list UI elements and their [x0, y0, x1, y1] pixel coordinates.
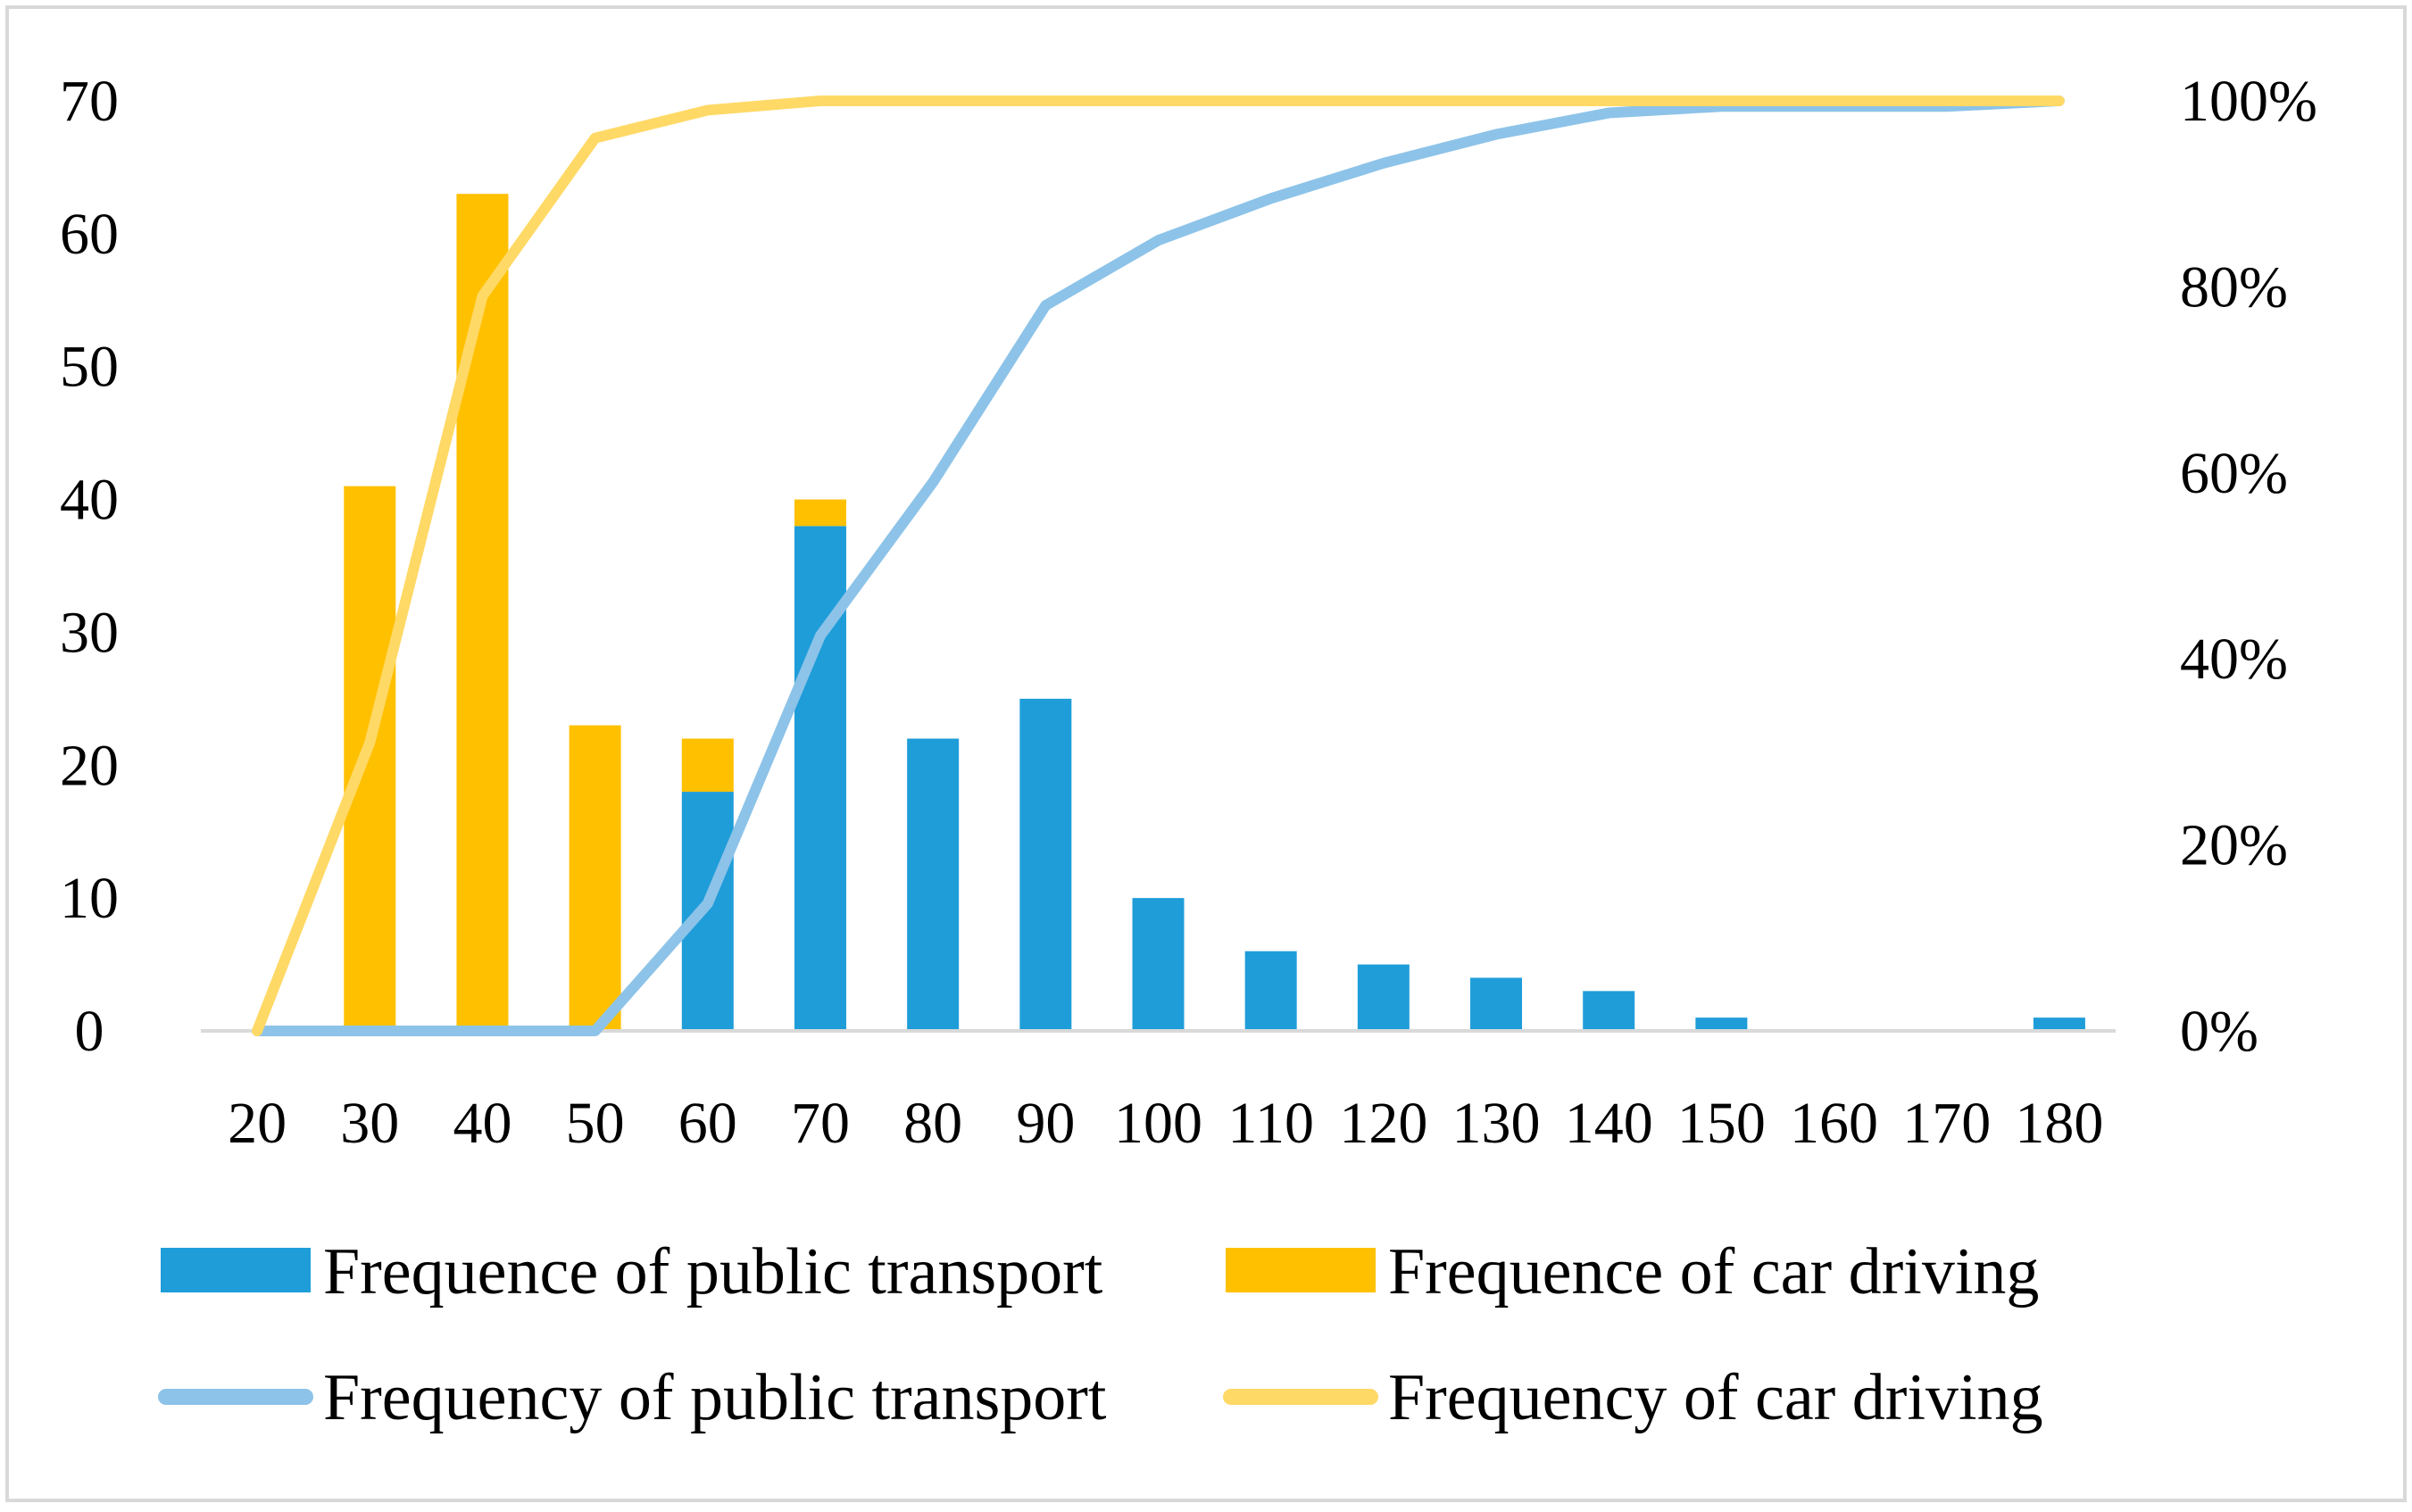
x-tick-label: 50	[566, 1091, 625, 1156]
x-tick-label: 180	[2015, 1091, 2103, 1156]
legend: Frequence of public transport Frequence …	[158, 1235, 2043, 1434]
y-tick-label: 50	[60, 335, 119, 400]
bar-frequence-of-public-transport-80[interactable]	[907, 738, 960, 1031]
bar-frequence-of-public-transport-100[interactable]	[1132, 898, 1185, 1031]
x-tick-label: 90	[1016, 1091, 1075, 1156]
chart-border	[5, 5, 2407, 1502]
bar-frequence-of-car-driving-50[interactable]	[569, 725, 621, 1031]
legend-swatch-car-driving-bars	[1226, 1248, 1376, 1292]
y2-tick-label: 100%	[2180, 69, 2317, 134]
x-tick-label: 120	[1339, 1091, 1427, 1156]
bar-frequence-of-public-transport-110[interactable]	[1244, 951, 1297, 1031]
legend-label-car-driving-line: Frequency of car driving	[1388, 1361, 2043, 1434]
y-tick-label: 30	[60, 600, 119, 665]
bar-frequence-of-car-driving-40[interactable]	[456, 194, 509, 1031]
x-tick-label: 70	[791, 1091, 850, 1156]
y2-tick-label: 80%	[2180, 254, 2288, 320]
y-tick-label: 0	[75, 999, 104, 1064]
y-axis-left: 0 10 20 30 40 50 60 70	[60, 69, 119, 1064]
bar-frequence-of-public-transport-90[interactable]	[1019, 698, 1072, 1031]
legend-item-car-driving-line[interactable]: Frequency of car driving	[1223, 1361, 2043, 1434]
y-tick-label: 10	[60, 866, 119, 931]
legend-item-public-transport-line[interactable]: Frequency of public transport	[158, 1361, 1107, 1434]
x-tick-label: 110	[1227, 1091, 1314, 1156]
y-tick-label: 20	[60, 733, 119, 798]
line-frequency-of-car-driving[interactable]	[252, 96, 2065, 1036]
bar-frequence-of-car-driving-70[interactable]	[794, 499, 846, 527]
y-tick-label: 60	[60, 202, 119, 267]
x-tick-label: 80	[903, 1091, 962, 1156]
line-frequency-of-public-transport[interactable]	[252, 96, 2065, 1036]
x-tick-label: 30	[340, 1091, 399, 1156]
legend-label-public-transport-bars: Frequence of public transport	[323, 1235, 1103, 1308]
y2-tick-label: 0%	[2180, 999, 2258, 1064]
bar-frequence-of-public-transport-150[interactable]	[1695, 1018, 1748, 1031]
bar-frequence-of-car-driving-30[interactable]	[344, 486, 396, 1031]
y2-tick-label: 40%	[2180, 627, 2288, 692]
x-axis: 20 30 40 50 60 70 80 90 100 110 120 130 140 150 160 170…	[228, 1091, 2103, 1156]
y-tick-label: 40	[60, 468, 119, 533]
y2-tick-label: 60%	[2180, 441, 2288, 506]
lines-layer	[252, 96, 2065, 1036]
x-tick-label: 40	[453, 1091, 512, 1156]
x-tick-label: 140	[1565, 1091, 1653, 1156]
x-tick-label: 20	[228, 1091, 287, 1156]
legend-label-public-transport-line: Frequency of public transport	[323, 1361, 1107, 1434]
x-tick-label: 150	[1677, 1091, 1766, 1156]
x-tick-label: 60	[678, 1091, 737, 1156]
x-tick-label: 130	[1452, 1091, 1541, 1156]
bar-frequence-of-public-transport-180[interactable]	[2033, 1018, 2085, 1031]
y-axis-right: 0% 20% 40% 60% 80% 100%	[2180, 69, 2317, 1064]
legend-item-public-transport-bars[interactable]: Frequence of public transport	[161, 1235, 1103, 1308]
bar-frequence-of-public-transport-130[interactable]	[1470, 977, 1523, 1031]
x-tick-label: 170	[1902, 1091, 1991, 1156]
bar-frequence-of-public-transport-140[interactable]	[1583, 991, 1635, 1031]
x-tick-label: 100	[1114, 1091, 1202, 1156]
legend-swatch-public-transport-bars	[161, 1248, 311, 1292]
x-tick-label: 160	[1790, 1091, 1878, 1156]
bar-frequence-of-public-transport-120[interactable]	[1357, 964, 1410, 1031]
legend-item-car-driving-bars[interactable]: Frequence of car driving	[1226, 1235, 2039, 1308]
bars-layer	[344, 194, 2085, 1031]
y-tick-label: 70	[60, 69, 119, 134]
bar-frequence-of-car-driving-60[interactable]	[681, 738, 734, 793]
y2-tick-label: 20%	[2180, 813, 2288, 878]
legend-label-car-driving-bars: Frequence of car driving	[1388, 1235, 2039, 1308]
bar-frequence-of-public-transport-70[interactable]	[794, 526, 846, 1031]
